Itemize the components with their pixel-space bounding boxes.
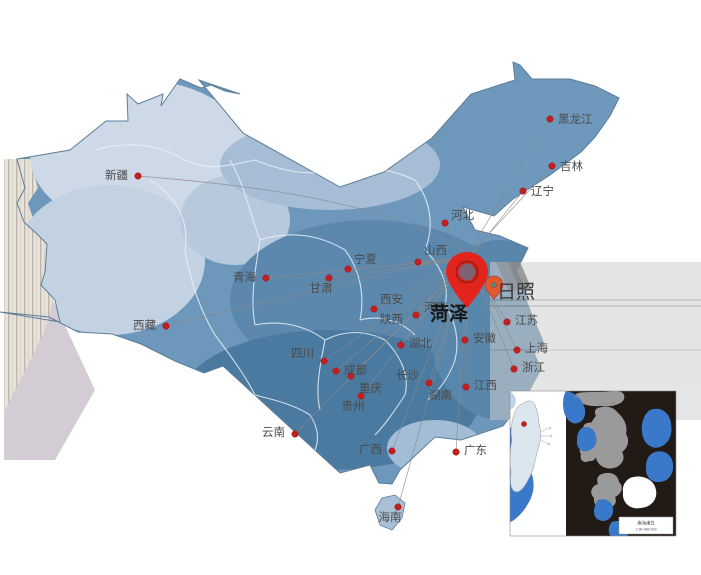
svg-text:新疆: 新疆	[105, 168, 128, 182]
svg-text:贵州: 贵州	[342, 400, 365, 413]
svg-text:西藏: 西藏	[133, 319, 156, 332]
svg-text:广西: 广西	[359, 443, 382, 456]
svg-text:上海: 上海	[525, 341, 548, 355]
svg-text:四川: 四川	[291, 347, 314, 360]
svg-text:安徽: 安徽	[473, 331, 496, 345]
svg-text:长沙: 长沙	[396, 369, 419, 382]
svg-text:辽宁: 辽宁	[531, 184, 554, 198]
svg-text:1:96 986 000: 1:96 986 000	[636, 528, 657, 532]
svg-text:甘肃: 甘肃	[310, 282, 333, 295]
svg-text:成都: 成都	[344, 364, 367, 377]
svg-text:宁夏: 宁夏	[354, 252, 377, 266]
svg-text:吉林: 吉林	[560, 159, 583, 173]
svg-text:江苏: 江苏	[515, 314, 538, 327]
svg-text:云南: 云南	[262, 425, 285, 439]
svg-text:河北: 河北	[451, 209, 474, 222]
svg-text:广东: 广东	[464, 444, 487, 457]
svg-text:青海: 青海	[233, 270, 256, 284]
svg-text:海南: 海南	[379, 510, 402, 524]
svg-text:江西: 江西	[474, 379, 497, 392]
svg-text:山西: 山西	[424, 244, 447, 257]
svg-text:西安: 西安	[380, 292, 403, 306]
svg-text:湖南: 湖南	[429, 388, 452, 402]
svg-text:菏泽: 菏泽	[430, 303, 468, 325]
svg-text:南海诸岛: 南海诸岛	[637, 520, 654, 527]
svg-text:重庆: 重庆	[359, 381, 382, 395]
svg-text:浙江: 浙江	[522, 361, 545, 374]
svg-text:湖北: 湖北	[409, 336, 432, 350]
svg-text:黑龙江: 黑龙江	[558, 113, 593, 126]
svg-text:日照: 日照	[497, 282, 535, 303]
svg-text:陕西: 陕西	[380, 312, 403, 326]
